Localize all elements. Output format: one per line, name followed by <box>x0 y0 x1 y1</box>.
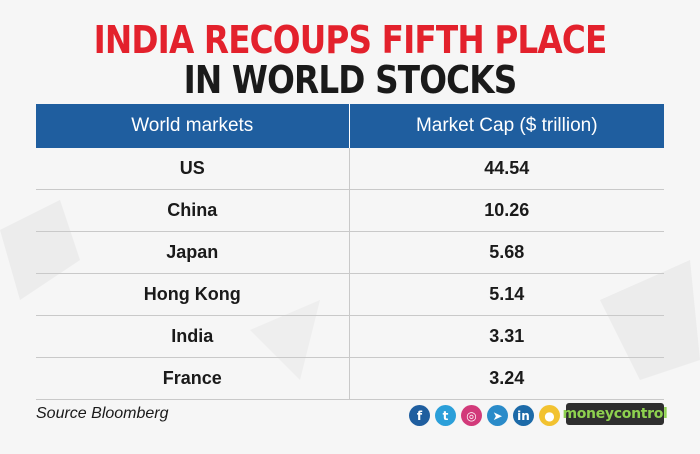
market-cap-table: World markets Market Cap ($ trillion) US… <box>36 104 664 400</box>
linkedin-icon[interactable]: in <box>513 405 534 426</box>
market-name-cell: China <box>36 189 350 232</box>
table-row: Japan 5.68 <box>36 231 664 274</box>
moneycontrol-logo: moneycontrol <box>562 403 668 425</box>
table-row: India 3.31 <box>36 315 664 358</box>
table-body: US 44.54 China 10.26 Japan 5.68 Hong Kong 5.14 I… <box>36 148 664 400</box>
market-name-cell: Hong Kong <box>36 273 350 316</box>
table-header-row: World markets Market Cap ($ trillion) <box>36 104 664 148</box>
title-line-2: IN WORLD STOCKS <box>183 58 518 102</box>
page-title: INDIA RECOUPS FIFTH PLACE IN WORLD STOCK… <box>49 20 651 100</box>
table-row: US 44.54 <box>36 148 664 190</box>
table-row: China 10.26 <box>36 189 664 232</box>
source-note: Source Bloomberg <box>36 405 169 422</box>
telegram-icon[interactable]: ➤ <box>487 405 508 426</box>
market-name-cell: US <box>36 148 350 190</box>
market-name-cell: France <box>36 357 350 400</box>
market-cap-cell: 44.54 <box>349 148 664 190</box>
market-cap-cell: 3.24 <box>349 357 664 400</box>
title-line-1: INDIA RECOUPS FIFTH PLACE <box>93 18 608 62</box>
market-cap-cell: 5.14 <box>349 273 664 316</box>
market-name-cell: Japan <box>36 231 350 274</box>
table-row: France 3.24 <box>36 357 664 400</box>
market-cap-cell: 5.68 <box>349 231 664 274</box>
market-cap-cell: 10.26 <box>349 189 664 232</box>
column-header-markets: World markets <box>36 104 350 148</box>
facebook-icon[interactable]: f <box>409 405 430 426</box>
koo-icon[interactable]: ● <box>539 405 560 426</box>
column-header-market-cap: Market Cap ($ trillion) <box>349 104 664 148</box>
social-icons: f t ◎ ➤ in ● <box>409 405 560 426</box>
market-name-cell: India <box>36 315 350 358</box>
table-row: Hong Kong 5.14 <box>36 273 664 316</box>
market-cap-cell: 3.31 <box>349 315 664 358</box>
twitter-icon[interactable]: t <box>435 405 456 426</box>
instagram-icon[interactable]: ◎ <box>461 405 482 426</box>
